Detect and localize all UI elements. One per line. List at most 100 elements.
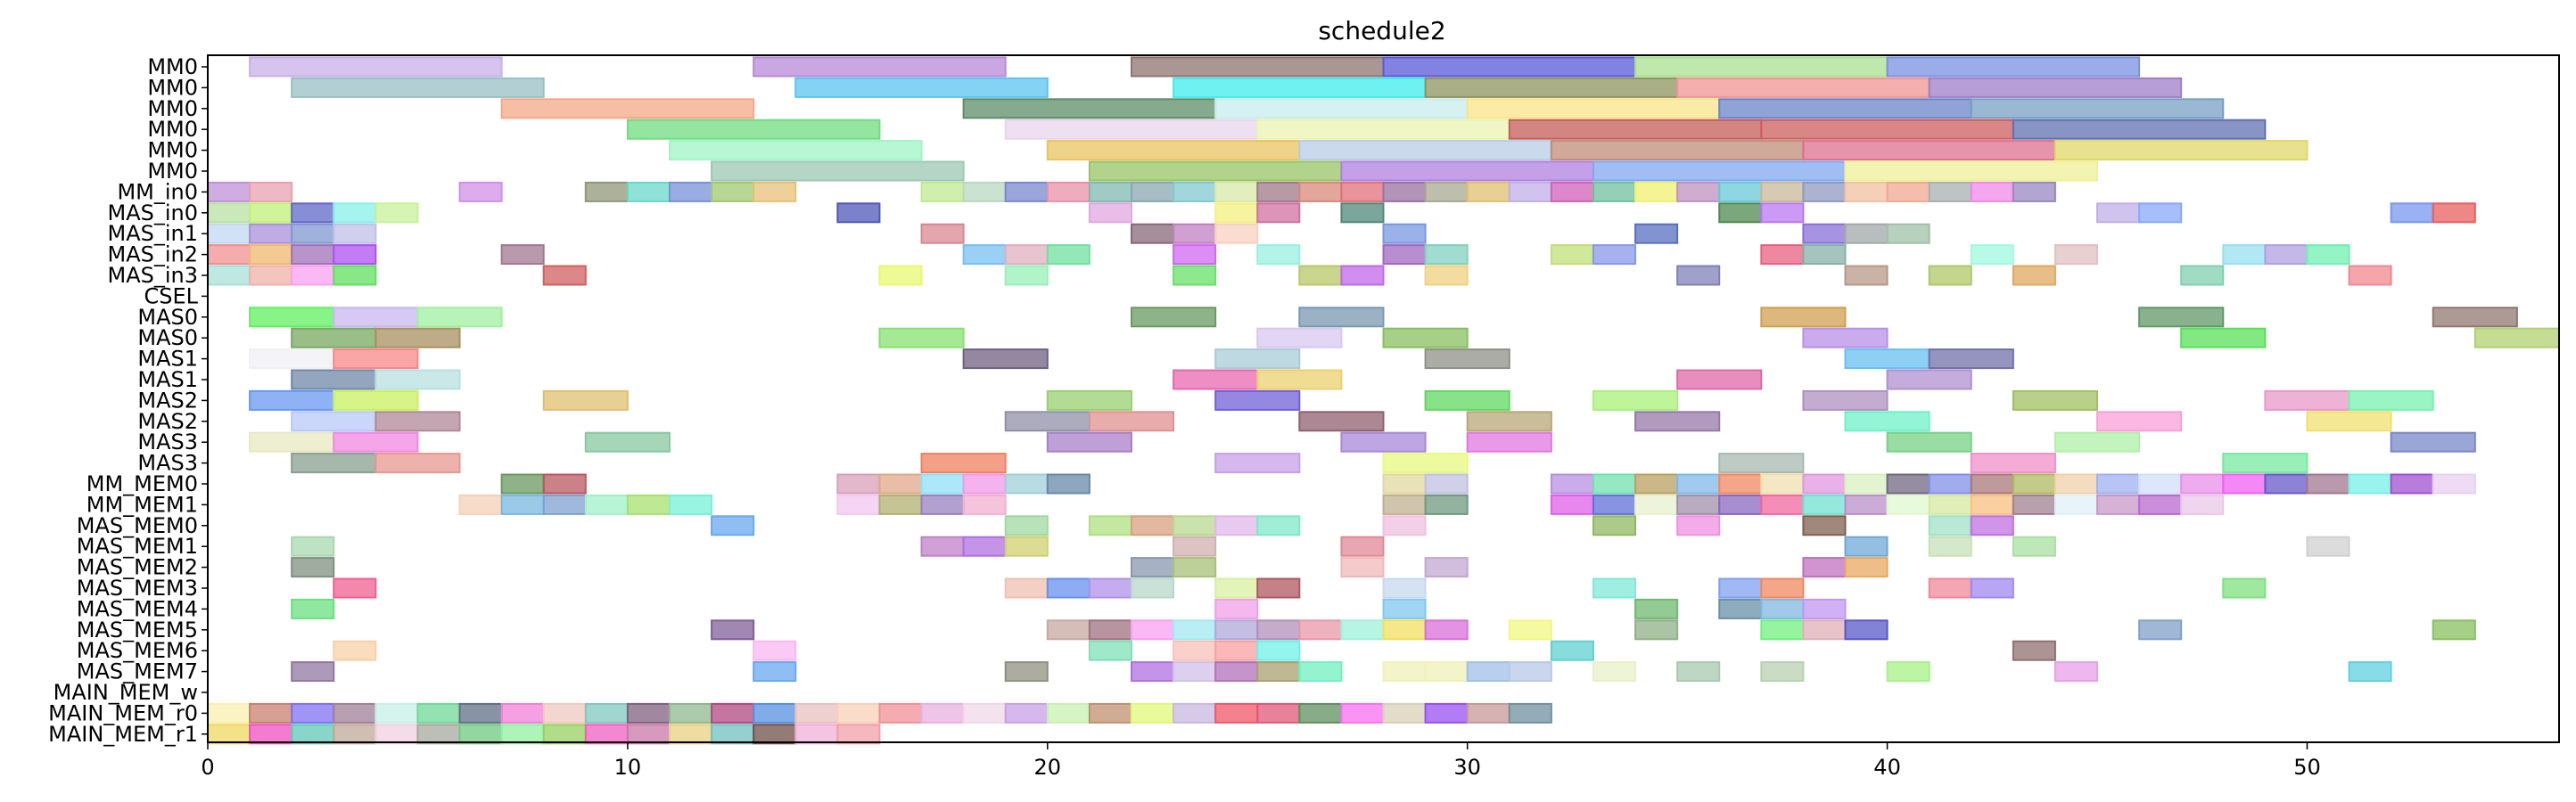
task-bar [2012, 119, 2267, 140]
task-bar [291, 327, 377, 348]
task-bar [1802, 140, 2056, 161]
task-bar [1046, 473, 1090, 495]
task-bar [1214, 515, 1259, 536]
task-bar [374, 411, 461, 432]
task-bar [2390, 431, 2476, 453]
task-bar [962, 473, 1007, 495]
task-bar [836, 202, 881, 224]
task-bar [249, 202, 293, 224]
task-bar [1718, 494, 1763, 515]
task-bar [542, 473, 587, 495]
task-bar [1088, 411, 1175, 432]
task-bar [1173, 536, 1217, 557]
task-bar [333, 724, 377, 745]
chart-title: schedule2 [1318, 16, 1445, 45]
task-bar [1886, 661, 1930, 683]
task-bar [1382, 327, 1469, 348]
task-bar [2053, 140, 2309, 161]
row-labels: MM0MM0MM0MM0MM0MM0MM_in0MAS_in0MAS_in1MA… [48, 54, 208, 747]
y-tick-label: MAS0 [137, 305, 198, 330]
task-bar [1928, 577, 1972, 599]
task-bar [1004, 181, 1049, 202]
task-bar [500, 702, 545, 724]
task-bar [1382, 577, 1427, 599]
task-bar [207, 265, 251, 286]
task-bar [2012, 494, 2056, 515]
task-bar [291, 77, 545, 98]
y-tick-label: MM0 [147, 54, 198, 79]
task-bar [1676, 661, 1721, 683]
y-tick-label: MAS0 [137, 325, 198, 350]
task-bar [1130, 702, 1175, 724]
task-bar [2138, 307, 2225, 328]
task-bar [920, 536, 965, 557]
task-bar [794, 702, 839, 724]
task-bar [962, 244, 1007, 266]
task-bar [1886, 223, 1930, 244]
task-bar [542, 265, 587, 286]
task-bar [1424, 557, 1469, 578]
task-bar [668, 494, 713, 515]
task-bar [1130, 223, 1175, 244]
task-bar [794, 77, 1049, 98]
task-bar [416, 724, 461, 745]
y-tick-label: MAS1 [137, 367, 198, 392]
task-bar [836, 724, 881, 745]
task-bar [1844, 160, 2099, 182]
task-bar [1634, 411, 1721, 432]
task-bar [2180, 473, 2225, 495]
task-bar [1886, 181, 1930, 202]
task-bar [2348, 265, 2392, 286]
task-bar [291, 223, 335, 244]
task-bar [1676, 473, 1721, 495]
task-bar [1844, 223, 1889, 244]
y-tick-label: MAS_MEM4 [77, 596, 198, 621]
task-bar [1173, 181, 1217, 202]
task-bar [207, 181, 251, 202]
task-bar [1298, 702, 1343, 724]
task-bar [2390, 473, 2434, 495]
task-bar [1382, 598, 1427, 619]
task-bar [1802, 598, 1847, 619]
task-bar [291, 702, 335, 724]
x-tick-label: 0 [201, 755, 214, 780]
task-bar [542, 702, 587, 724]
x-axis: 0 10 20 30 40 50 [201, 742, 2321, 780]
task-bar [1928, 265, 1972, 286]
task-bar [1886, 473, 1930, 495]
task-bar [1382, 223, 1427, 244]
task-bar [1298, 619, 1343, 641]
task-bar [1802, 327, 1889, 348]
y-tick-label: MM_in0 [117, 179, 198, 204]
task-bar [1046, 244, 1090, 266]
task-bar [836, 473, 881, 495]
task-bar [1718, 202, 1763, 224]
task-bar [1130, 661, 1175, 683]
task-bar [962, 494, 1007, 515]
task-bar [1508, 702, 1552, 724]
y-tick-label: MAS_MEM5 [77, 618, 198, 642]
task-bar [878, 265, 923, 286]
y-tick-label: MAIN_MEM_r0 [48, 700, 198, 725]
task-bar [1592, 473, 1637, 495]
task-bar [2012, 389, 2099, 411]
task-bar [249, 431, 335, 453]
task-bar [878, 494, 923, 515]
task-bar [1592, 515, 1637, 536]
task-bar [1802, 494, 1847, 515]
task-bar [1130, 307, 1217, 328]
task-bar [1550, 244, 1594, 266]
task-bar [1173, 702, 1217, 724]
task-bar [1760, 307, 1847, 328]
task-bar [1256, 515, 1301, 536]
task-bar [1970, 244, 2014, 266]
task-bar [1760, 119, 2014, 140]
y-tick-label: CSEL [144, 283, 198, 308]
task-bar [711, 181, 755, 202]
task-bar [753, 702, 797, 724]
task-bar [1004, 265, 1049, 286]
task-bar [2432, 202, 2476, 224]
task-bar [333, 307, 419, 328]
task-bar [1256, 640, 1301, 661]
y-tick-label: MAS_MEM7 [77, 659, 198, 684]
